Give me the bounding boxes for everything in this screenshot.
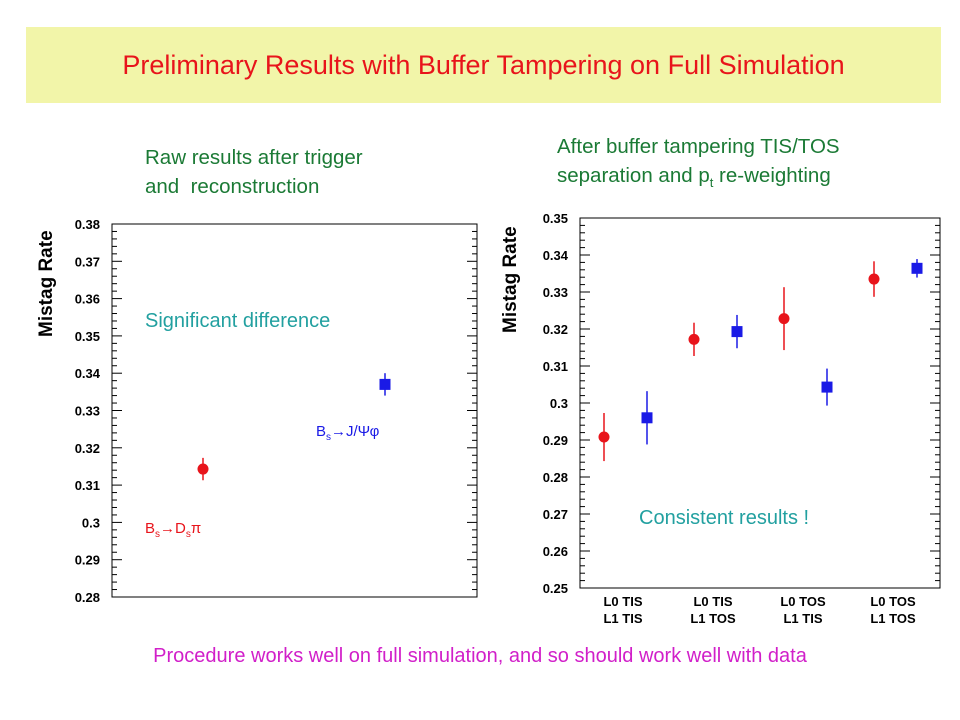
right-x-tick-label: L0 TOS (780, 594, 826, 609)
left-caption: Raw results after trigger and reconstruc… (145, 143, 363, 201)
right-y-tick-label: 0.29 (543, 433, 568, 448)
left-y-tick-label: 0.28 (75, 590, 100, 605)
right-data-point (731, 326, 743, 338)
right-y-tick-label: 0.34 (543, 248, 569, 263)
left-y-tick-label: 0.32 (75, 441, 100, 456)
right-caption: After buffer tampering TIS/TOS separatio… (557, 132, 840, 197)
label-sub: s (155, 529, 161, 540)
right-data-point (821, 381, 833, 393)
label-sub2: s (185, 529, 191, 540)
right-caption-line1: After buffer tampering TIS/TOS (557, 135, 840, 158)
right-x-tick-label: L0 TOS (870, 594, 916, 609)
footer-text: Procedure works well on full simulation,… (153, 645, 807, 667)
left-plot-frame (111, 223, 478, 598)
left-series-label-jpsiphi: Bs→J/Ψφ (316, 423, 379, 443)
right-x-tick-label: L1 TIS (783, 611, 822, 626)
right-data-point (598, 431, 610, 443)
left-y-tick-label: 0.36 (75, 292, 100, 307)
left-caption-line1: Raw results after trigger (145, 146, 363, 169)
left-y-axis-label: Mistag Rate (36, 230, 57, 337)
label-sub: s (326, 432, 332, 443)
right-x-tick-label: L0 TIS (693, 594, 732, 609)
left-y-tick-label: 0.37 (75, 254, 100, 269)
right-caption-subscript: t (709, 175, 714, 191)
right-data-point (641, 412, 653, 424)
right-caption-line2: separation and pt re-weighting (557, 161, 840, 197)
left-y-tick-label: 0.31 (75, 478, 100, 493)
left-y-tick-label: 0.3 (82, 515, 100, 530)
left-y-tick-label: 0.29 (75, 553, 100, 568)
right-y-tick-label: 0.35 (543, 211, 568, 226)
title-banner: Preliminary Results with Buffer Tamperin… (26, 27, 941, 103)
right-x-tick-label: L1 TOS (690, 611, 736, 626)
right-y-tick-label: 0.3 (550, 396, 568, 411)
left-caption-line2: and reconstruction (145, 175, 320, 198)
slide-title: Preliminary Results with Buffer Tamperin… (122, 50, 845, 80)
right-y-tick-label: 0.25 (543, 581, 568, 596)
left-y-tick-label: 0.38 (75, 217, 100, 232)
right-caption-line2-post: re-weighting (713, 164, 831, 187)
left-y-tick-label: 0.34 (75, 366, 101, 381)
label-end: π (190, 520, 202, 537)
right-x-tick-label: L0 TIS (603, 594, 642, 609)
right-y-tick-label: 0.28 (543, 470, 568, 485)
right-y-tick-label: 0.31 (543, 359, 568, 374)
right-data-point (688, 333, 700, 345)
label-b: B (316, 423, 327, 440)
right-note: Consistent results ! (639, 507, 810, 529)
right-y-tick-label: 0.27 (543, 507, 568, 522)
left-y-tick-label: 0.35 (75, 329, 100, 344)
left-series-label-dspi: Bs→Dsπ (145, 520, 201, 540)
left-note: Significant difference (145, 310, 331, 332)
right-data-point (911, 262, 923, 274)
right-y-tick-label: 0.32 (543, 322, 568, 337)
left-y-tick-label: 0.33 (75, 404, 100, 419)
right-data-point (778, 313, 790, 325)
right-data-point (868, 273, 880, 285)
right-x-tick-label: L1 TOS (870, 611, 916, 626)
label-arrow: →J/Ψφ (331, 423, 380, 440)
right-x-tick-label: L1 TIS (603, 611, 642, 626)
left-data-point (379, 378, 391, 390)
right-caption-line2-pre: separation and p (557, 164, 710, 187)
right-y-axis-label: Mistag Rate (500, 226, 521, 333)
right-y-tick-label: 0.26 (543, 544, 568, 559)
left-data-point (197, 463, 209, 475)
label-arrow: →D (160, 520, 186, 537)
label-b: B (145, 520, 156, 537)
right-y-tick-label: 0.33 (543, 285, 568, 300)
right-plot-frame (579, 217, 941, 589)
